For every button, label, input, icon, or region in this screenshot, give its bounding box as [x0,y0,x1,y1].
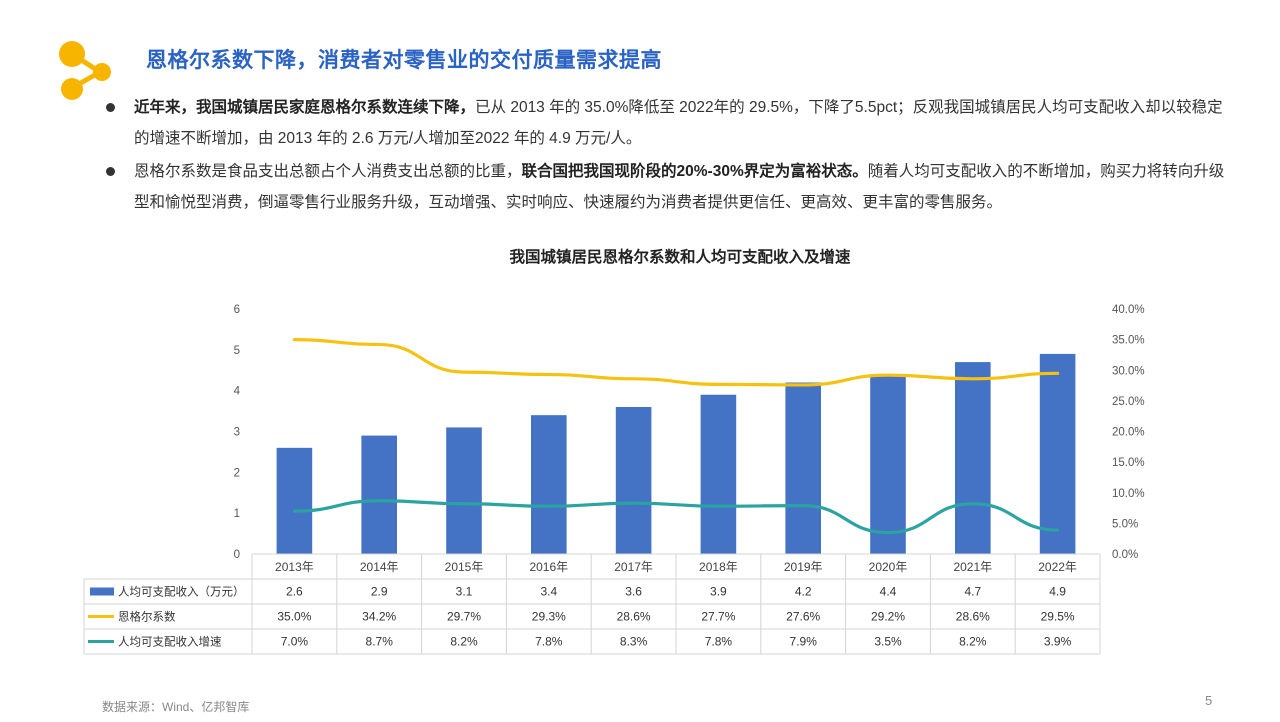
left-axis-tick-label: 3 [234,427,240,439]
bar [870,374,906,554]
page-number: 5 [1205,693,1213,708]
legend-label: 人均可支配收入（万元） [118,585,245,599]
logo-icon [59,41,111,100]
table-cell-value: 8.2% [959,635,987,649]
left-axis-tick-label: 1 [234,508,240,520]
bar [615,407,652,554]
bullet-bold-text: 近年来，我国城镇居民家庭恩格尔系数连续下降， [134,99,476,116]
chart-title: 我国城镇居民恩格尔系数和人均可支配收入及增速 [509,249,851,266]
table-cell-value: 8.2% [450,635,478,649]
bar [954,362,991,554]
x-axis-tick-label: 2015年 [445,560,484,574]
left-axis-tick-label: 4 [234,386,241,398]
bar [785,382,822,554]
table-cell-value: 4.4 [880,585,897,599]
table-cell-value: 3.9 [710,585,727,599]
bar [700,394,737,554]
engel-coefficient-line [292,338,1060,387]
table-cell-value: 3.9% [1044,635,1072,649]
right-axis-tick-label: 30.0% [1112,365,1145,377]
right-axis-tick-label: 35.0% [1112,335,1145,347]
table-cell-value: 7.8% [535,635,563,649]
table-cell-value: 7.8% [705,635,733,649]
page-title: 恩格尔系数下降，消费者对零售业的交付质量需求提高 [146,49,662,72]
table-cell-value: 27.7% [701,610,735,624]
table-cell-value: 7.9% [790,635,818,649]
table-cell-value: 35.0% [277,610,311,624]
x-axis-tick-label: 2022年 [1038,560,1077,574]
x-axis-tick-label: 2020年 [869,560,908,574]
bullet-text: 随着人均可支配收入的不断增加，购买力将转向升级型和愉悦型消费，倒逼零售行业服务升… [134,163,1225,211]
table-cell-value: 4.7 [964,585,981,599]
right-axis-tick-label: 15.0% [1112,457,1145,469]
x-axis-tick-label: 2021年 [953,560,992,574]
table-cell-value: 3.5% [874,635,902,649]
table-cell-value: 3.6 [625,585,642,599]
legend-label: 恩格尔系数 [118,610,176,624]
table-cell-value: 8.3% [620,635,648,649]
table-cell-value: 3.4 [540,585,557,599]
table-cell-value: 2.9 [371,585,388,599]
bar [276,447,313,554]
table-cell-value: 2.6 [286,585,303,599]
left-axis-tick-label: 0 [234,549,240,561]
x-axis-tick-label: 2016年 [529,560,568,574]
right-axis-tick-label: 5.0% [1112,518,1138,530]
bar [1039,353,1076,554]
x-axis-tick-label: 2019年 [784,560,823,574]
data-source: 数据来源：Wind、亿邦智库 [102,700,250,714]
left-axis-tick-label: 2 [234,467,240,479]
bar [530,415,567,554]
bar [361,435,398,554]
bullet-bold-text: 联合国把我国现阶段的20%-30%界定为富裕状态。 [521,163,868,180]
table-cell-value: 27.6% [786,610,820,624]
bullet-list: 近年来，我国城镇居民家庭恩格尔系数连续下降，已从 2013 年的 35.0%降低… [100,92,1230,220]
right-axis-tick-label: 0.0% [1112,549,1138,561]
table-cell-value: 3.1 [456,585,473,599]
bullet-dot-icon [106,167,115,176]
x-axis-tick-label: 2014年 [360,560,399,574]
legend-label: 人均可支配收入增速 [118,635,222,649]
right-axis-tick-label: 10.0% [1112,488,1145,500]
table-cell-value: 28.6% [617,610,651,624]
bar [446,427,482,554]
right-axis-tick-label: 40.0% [1112,304,1145,316]
bullet-dot-icon [106,103,115,112]
table-cell-value: 34.2% [362,610,396,624]
x-axis-tick-label: 2018年 [699,560,738,574]
left-axis-tick-label: 6 [234,304,240,316]
bullet-item: 近年来，我国城镇居民家庭恩格尔系数连续下降，已从 2013 年的 35.0%降低… [100,92,1230,154]
table-cell-value: 4.9 [1049,585,1066,599]
legend-key-bar [90,587,114,596]
left-axis-tick-label: 5 [234,345,240,357]
income-growth-line [292,499,1060,535]
bullet-text: 恩格尔系数是食品支出总额占个人消费支出总额的比重， [134,163,522,180]
bullet-text: 已从 2013 年的 35.0%降低至 2022年的 29.5%，下降了5.5p… [134,99,1223,147]
x-axis-tick-label: 2013年 [275,560,314,574]
table-cell-value: 8.7% [366,635,394,649]
right-axis-tick-label: 25.0% [1112,396,1145,408]
table-cell-value: 29.5% [1041,610,1075,624]
table-cell-value: 7.0% [281,635,309,649]
x-axis-tick-label: 2017年 [614,560,653,574]
table-cell-value: 29.2% [871,610,905,624]
table-cell-value: 29.3% [532,610,566,624]
right-axis-tick-label: 20.0% [1112,427,1145,439]
table-cell-value: 28.6% [956,610,990,624]
table-cell-value: 4.2 [795,585,812,599]
table-cell-value: 29.7% [447,610,481,624]
bullet-item: 恩格尔系数是食品支出总额占个人消费支出总额的比重，联合国把我国现阶段的20%-3… [100,156,1230,218]
